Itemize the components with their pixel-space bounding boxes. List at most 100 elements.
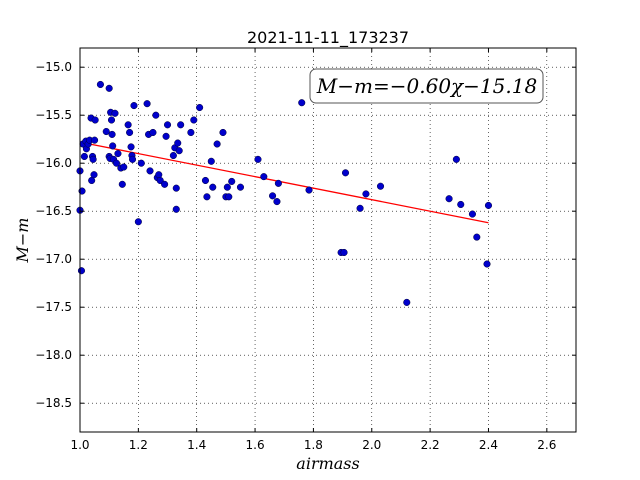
data-point — [161, 180, 169, 188]
y-tick-label: −15.5 — [35, 108, 72, 122]
data-point — [356, 204, 364, 212]
data-point — [177, 121, 185, 129]
data-point — [107, 116, 116, 124]
data-point — [274, 179, 282, 187]
data-point — [137, 159, 145, 167]
data-point — [90, 171, 98, 179]
data-point — [108, 130, 116, 138]
data-point — [91, 116, 99, 124]
data-point — [102, 127, 110, 136]
data-point — [225, 193, 233, 201]
data-point — [203, 193, 211, 201]
data-point — [273, 198, 281, 206]
data-point — [80, 152, 88, 161]
chart-title: 2021-11-11_173237 — [247, 28, 409, 48]
fit-line — [79, 141, 489, 224]
data-point — [254, 155, 262, 163]
data-point — [473, 233, 481, 241]
y-tick-label: −15.0 — [35, 60, 72, 74]
data-point — [155, 171, 163, 179]
y-tick-label: −17.0 — [35, 252, 72, 266]
data-point — [109, 142, 117, 150]
data-point — [213, 140, 221, 148]
data-point — [236, 183, 245, 191]
data-point — [341, 169, 350, 177]
data-point — [163, 121, 172, 129]
data-point — [111, 109, 119, 117]
x-tick-label: 1.6 — [246, 438, 265, 452]
data-point — [190, 116, 198, 124]
data-point — [128, 155, 137, 163]
data-point — [127, 143, 135, 151]
plot-area — [80, 48, 576, 432]
data-point — [187, 128, 195, 137]
data-point — [126, 128, 134, 137]
data-point — [120, 163, 128, 171]
data-point — [124, 121, 132, 129]
data-point — [91, 136, 99, 144]
data-point — [269, 192, 277, 200]
data-point — [260, 173, 268, 181]
data-point — [209, 183, 217, 191]
data-point — [403, 298, 411, 306]
annotation-box: M−m=−0.60χ−15.18 — [309, 68, 544, 104]
data-point — [362, 190, 370, 198]
data-point — [228, 177, 236, 185]
data-point — [146, 167, 154, 175]
x-tick-label: 1.4 — [187, 438, 206, 452]
y-tick-label: −16.0 — [35, 156, 72, 170]
data-point — [305, 186, 313, 194]
x-tick-label: 1.0 — [70, 438, 89, 452]
x-tick-label: 1.2 — [129, 438, 148, 452]
data-point — [118, 180, 126, 188]
annotation-frame — [309, 68, 544, 104]
x-axis-label: airmass — [296, 454, 359, 473]
x-tick-labels: 1.0 1.2 1.4 1.6 1.8 2.0 2.2 2.4 2.6 — [70, 438, 556, 452]
data-point — [207, 157, 215, 165]
fit-equation: M−m=−0.60χ−15.18 — [316, 74, 537, 98]
data-point — [174, 139, 182, 147]
data-point — [468, 210, 476, 218]
data-point — [340, 248, 348, 257]
data-point — [457, 200, 465, 209]
data-point — [130, 102, 138, 110]
data-point — [112, 159, 121, 167]
data-point — [484, 201, 493, 209]
x-tick-label: 2.0 — [362, 438, 381, 452]
axis-ticks — [79, 48, 576, 432]
data-point — [483, 260, 491, 268]
data-point — [172, 205, 180, 213]
data-point — [175, 147, 183, 155]
data-point — [162, 132, 170, 140]
data-point — [89, 155, 97, 163]
x-tick-label: 2.6 — [537, 438, 556, 452]
y-axis-label: M−m — [13, 218, 32, 264]
data-point — [152, 111, 160, 119]
data-point — [96, 80, 104, 89]
data-point — [172, 184, 180, 192]
x-tick-label: 2.4 — [479, 438, 498, 452]
data-point — [134, 218, 142, 226]
fit-line-group — [79, 141, 489, 224]
x-tick-label: 2.2 — [421, 438, 440, 452]
y-tick-labels: −15.0 −15.5 −16.0 −16.5 −17.0 −17.5 −18.0 −18.5 — [35, 60, 72, 410]
y-tick-label: −18.0 — [35, 348, 72, 362]
data-point — [105, 84, 113, 92]
plot-frame — [79, 47, 577, 433]
data-point — [219, 128, 227, 137]
data-point — [445, 195, 453, 203]
x-tick-label: 1.8 — [304, 438, 323, 452]
data-point — [223, 183, 231, 191]
data-point — [143, 100, 151, 108]
data-point — [114, 150, 122, 158]
data-point — [452, 155, 460, 163]
data-point — [298, 99, 306, 107]
y-tick-label: −16.5 — [35, 204, 72, 218]
data-point — [149, 128, 157, 137]
data-point — [201, 176, 210, 185]
grid — [79, 48, 576, 432]
data-point — [169, 151, 177, 160]
y-tick-label: −18.5 — [35, 396, 72, 410]
data-point — [77, 267, 86, 275]
